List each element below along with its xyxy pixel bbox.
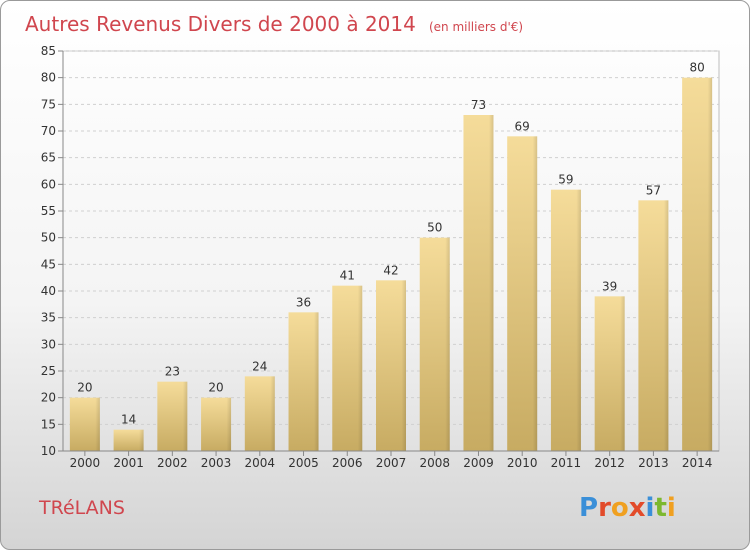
bar-shade: [638, 200, 669, 451]
y-tick-label: 85: [41, 44, 56, 58]
y-tick-label: 60: [41, 177, 56, 191]
value-label: 20: [77, 381, 92, 395]
x-tick-label: 2001: [113, 456, 144, 470]
bar-shade: [157, 381, 188, 451]
y-tick-label: 40: [41, 284, 56, 298]
bar-shade: [288, 312, 319, 451]
x-tick-label: 2002: [157, 456, 188, 470]
axes: 10 15 20 25 30 35 40 45 50 55 60 65 70 75 80 85 2000 2001…: [41, 44, 719, 470]
chart-title-unit: (en milliers d'€): [429, 20, 523, 34]
y-tick-label: 15: [41, 417, 56, 431]
value-label: 69: [515, 119, 530, 133]
x-tick-label: 2000: [70, 456, 101, 470]
value-label: 20: [208, 381, 223, 395]
value-label: 14: [121, 413, 136, 427]
x-tick-label: 2011: [551, 456, 582, 470]
bar-shade: [682, 77, 713, 452]
x-tick-label: 2012: [594, 456, 625, 470]
bar-shade: [507, 136, 538, 452]
value-label: 42: [383, 263, 398, 277]
bar-shade: [463, 115, 494, 451]
y-tick-label: 70: [41, 124, 56, 138]
x-tick-label: 2005: [288, 456, 319, 470]
chart-title: Autres Revenus Divers de 2000 à 2014 (en…: [25, 12, 523, 36]
value-label: 39: [602, 279, 617, 293]
x-tick-label: 2013: [638, 456, 669, 470]
y-tick-label: 35: [41, 311, 56, 325]
y-tick-label: 55: [41, 204, 56, 218]
value-label: 50: [427, 221, 442, 235]
value-label: 57: [646, 183, 661, 197]
bar-shade: [244, 376, 275, 451]
y-tick-label: 20: [41, 391, 56, 405]
bar-shade: [550, 189, 581, 451]
logo-letter: i: [646, 493, 655, 523]
x-tick-label: 2007: [376, 456, 407, 470]
x-tick-label: 2003: [201, 456, 232, 470]
bar-shade: [201, 397, 232, 451]
x-tick-label: 2006: [332, 456, 363, 470]
x-tick-label: 2014: [682, 456, 713, 470]
logo-letter: x: [629, 493, 646, 523]
logo-letter: r: [598, 493, 611, 523]
y-tick-label: 10: [41, 444, 56, 458]
logo-letter: i: [667, 493, 676, 523]
value-label: 23: [165, 365, 180, 379]
y-tick-label: 45: [41, 257, 56, 271]
y-tick-label: 30: [41, 337, 56, 351]
bar-shade: [594, 296, 625, 451]
x-tick-label: 2010: [507, 456, 538, 470]
logo-letter: t: [654, 493, 666, 523]
value-label: 73: [471, 98, 486, 112]
value-label: 24: [252, 359, 267, 373]
x-tick-label: 2004: [245, 456, 276, 470]
bar-shade: [113, 429, 144, 451]
y-tick-label: 80: [41, 71, 56, 85]
proxiti-logo: Proxiti: [579, 493, 676, 523]
x-tick-label: 2009: [463, 456, 494, 470]
bars: 20 14 23 20 24 36 41 42 50 73 69 59 39 57 80: [69, 61, 713, 452]
bar-shade: [419, 237, 450, 451]
value-label: 36: [296, 295, 311, 309]
logo-letter: P: [579, 493, 598, 523]
logo-letter: o: [611, 493, 629, 523]
value-label: 59: [558, 173, 573, 187]
y-tick-label: 50: [41, 231, 56, 245]
bar-shade: [376, 280, 406, 451]
y-tick-label: 65: [41, 151, 56, 165]
x-tick-label: 2008: [419, 456, 450, 470]
commune-name: TRéLANS: [38, 497, 125, 519]
bar-shade: [69, 397, 100, 451]
value-label: 41: [340, 269, 355, 283]
y-tick-label: 25: [41, 364, 56, 378]
bar-shade: [332, 285, 363, 451]
y-tick-label: 75: [41, 97, 56, 111]
chart-title-main: Autres Revenus Divers de 2000 à 2014: [25, 12, 416, 36]
value-label: 80: [689, 61, 704, 75]
